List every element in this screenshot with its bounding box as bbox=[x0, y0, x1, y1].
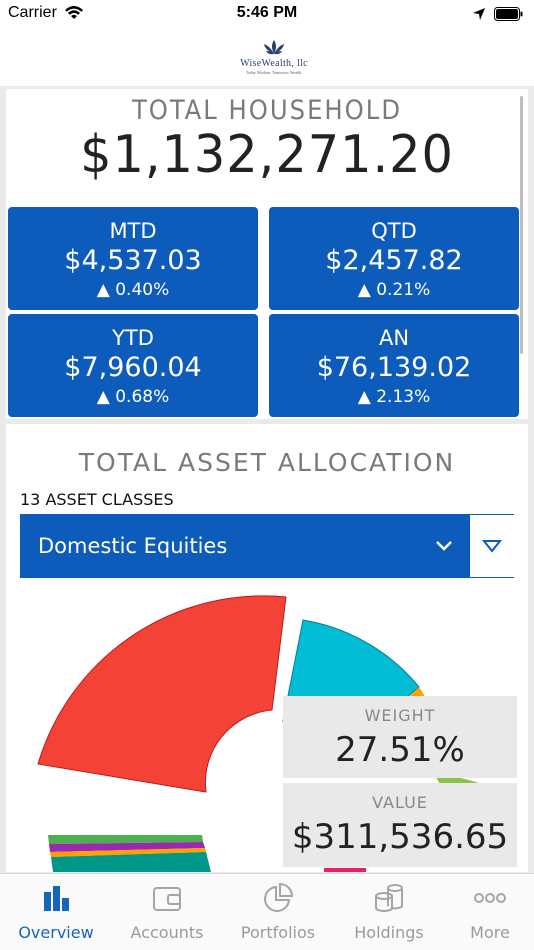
tile-change: ▲ 0.40% bbox=[96, 280, 170, 300]
caret-down-icon bbox=[482, 540, 502, 553]
location-arrow-icon bbox=[472, 6, 486, 25]
tile-label: AN bbox=[378, 326, 410, 350]
donut-segment-dark-teal bbox=[51, 852, 211, 872]
donut-segment-amber bbox=[50, 848, 206, 857]
pie-chart-icon bbox=[262, 882, 294, 914]
value-amount: $311,536.65 bbox=[291, 817, 509, 857]
asset-allocation-card: TOTAL ASSET ALLOCATION 13 ASSET CLASSES … bbox=[6, 424, 528, 872]
qtd-tile[interactable]: QTD $2,457.82 ▲ 0.21% bbox=[269, 207, 519, 310]
carrier-label: Carrier bbox=[8, 4, 57, 21]
logo-tagline: Today Wisdom. Tomorrow Wealth. bbox=[245, 70, 303, 75]
weight-panel: WEIGHT 27.51% bbox=[283, 696, 517, 778]
tab-accounts[interactable]: Accounts bbox=[114, 874, 220, 950]
tab-label: Accounts bbox=[130, 923, 204, 942]
chevron-down-icon[interactable] bbox=[435, 537, 453, 556]
coins-icon bbox=[373, 882, 405, 914]
tile-label: MTD bbox=[109, 219, 157, 243]
asset-class-count: 13 ASSET CLASSES bbox=[20, 490, 174, 509]
tile-amount: $2,457.82 bbox=[325, 245, 463, 276]
clock: 5:46 PM bbox=[236, 4, 298, 21]
tile-change: ▲ 0.68% bbox=[96, 387, 170, 407]
app-header: WiseWealth, llc Today Wisdom. Tomorrow W… bbox=[0, 28, 534, 86]
tab-overview[interactable]: Overview bbox=[3, 874, 109, 950]
household-title: TOTAL HOUSEHOLD bbox=[131, 95, 403, 126]
donut-segment-domestic-equities bbox=[37, 595, 287, 793]
wallet-icon bbox=[151, 882, 183, 914]
an-tile[interactable]: AN $76,139.02 ▲ 2.13% bbox=[269, 314, 519, 417]
battery-icon bbox=[494, 6, 524, 25]
value-panel: VALUE $311,536.65 bbox=[283, 783, 517, 867]
tab-label: Holdings bbox=[354, 923, 424, 942]
tab-bar: Overview Accounts Portfolios bbox=[0, 873, 534, 950]
donut-segment-purple bbox=[49, 842, 205, 852]
more-icon bbox=[474, 882, 506, 914]
selected-asset-class: Domestic Equities bbox=[38, 534, 228, 558]
scroll-indicator[interactable] bbox=[520, 96, 523, 354]
tile-change: ▲ 0.21% bbox=[357, 280, 431, 300]
logo-text: WiseWealth, llc bbox=[240, 58, 308, 69]
wisewealth-logo: WiseWealth, llc Today Wisdom. Tomorrow W… bbox=[228, 38, 320, 78]
allocation-title: TOTAL ASSET ALLOCATION bbox=[78, 448, 456, 477]
household-value: $1,132,271.20 bbox=[80, 125, 454, 185]
tile-amount: $7,960.04 bbox=[64, 352, 202, 383]
tab-more[interactable]: More bbox=[437, 874, 534, 950]
tile-label: YTD bbox=[112, 326, 154, 350]
tile-label: QTD bbox=[371, 219, 417, 243]
mtd-tile[interactable]: MTD $4,537.03 ▲ 0.40% bbox=[8, 207, 258, 310]
donut-segment-pink bbox=[324, 868, 366, 872]
tile-change: ▲ 2.13% bbox=[357, 387, 431, 407]
status-bar: Carrier 5:46 PM bbox=[0, 0, 534, 28]
value-label: VALUE bbox=[372, 793, 428, 812]
bar-chart-icon bbox=[40, 882, 72, 914]
tab-label: Overview bbox=[18, 923, 94, 942]
tile-amount: $4,537.03 bbox=[64, 245, 202, 276]
dropdown-toggle-button[interactable] bbox=[470, 515, 514, 577]
asset-class-dropdown[interactable]: Domestic Equities bbox=[20, 514, 514, 578]
ytd-tile[interactable]: YTD $7,960.04 ▲ 0.68% bbox=[8, 314, 258, 417]
tab-label: More bbox=[470, 923, 510, 942]
wifi-icon bbox=[64, 5, 84, 25]
donut-segment-light-green bbox=[48, 835, 203, 844]
tab-holdings[interactable]: Holdings bbox=[336, 874, 442, 950]
weight-value: 27.51% bbox=[335, 730, 465, 770]
tab-portfolios[interactable]: Portfolios bbox=[225, 874, 331, 950]
weight-label: WEIGHT bbox=[364, 706, 436, 725]
tile-amount: $76,139.02 bbox=[316, 352, 472, 383]
tab-label: Portfolios bbox=[240, 923, 316, 942]
